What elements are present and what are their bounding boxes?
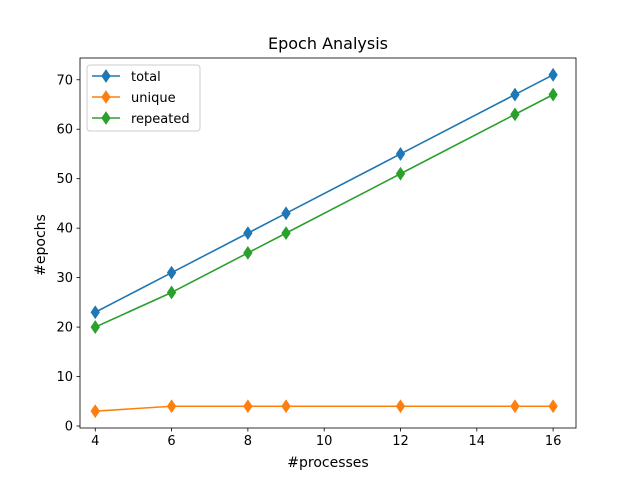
data-point-total	[395, 147, 406, 161]
y-tick-label: 30	[56, 271, 73, 286]
data-point-repeated	[166, 285, 177, 300]
legend-marker-total	[101, 69, 111, 83]
data-point-unique	[166, 399, 177, 414]
data-point-total	[90, 305, 100, 320]
data-point-unique	[281, 399, 291, 414]
plot-area: 4 6 8 10 12 14 16 0 10 20 30 40 50 60 70	[56, 57, 577, 449]
legend-label-total: total	[131, 70, 161, 85]
legend-label-unique: unique	[131, 91, 176, 106]
data-point-repeated	[281, 226, 291, 241]
data-point-total	[166, 265, 177, 280]
y-tick-label: 0	[65, 420, 73, 435]
y-tick-label: 10	[56, 370, 73, 385]
data-point-repeated	[395, 166, 406, 181]
y-tick-label: 50	[56, 172, 73, 187]
y-tick-label: 40	[56, 222, 73, 237]
x-tick-label: 4	[91, 434, 99, 449]
x-axis-label: #processes	[287, 455, 368, 471]
data-point-repeated	[243, 245, 253, 260]
legend: total unique repeated	[86, 64, 201, 132]
data-point-total	[281, 206, 291, 221]
y-tick-label: 70	[56, 73, 73, 88]
y-tick-label: 20	[56, 321, 73, 336]
x-tick-label: 10	[316, 434, 333, 449]
legend-box	[86, 64, 201, 132]
data-point-total	[548, 67, 558, 82]
data-point-repeated	[90, 320, 100, 335]
data-point-repeated	[548, 87, 558, 102]
x-tick-label: 6	[167, 434, 175, 449]
x-tick-label: 14	[469, 434, 486, 449]
data-point-unique	[510, 399, 520, 414]
chart-title: Epoch Analysis	[268, 34, 388, 53]
y-tick-label: 60	[56, 123, 73, 138]
x-tick-label: 16	[545, 434, 562, 449]
data-point-repeated	[510, 107, 520, 122]
data-point-total	[243, 226, 253, 241]
legend-marker-unique	[101, 90, 111, 104]
x-tick-label: 12	[392, 434, 409, 449]
legend-label-repeated: repeated	[131, 112, 190, 127]
x-tick-label: 8	[244, 434, 252, 449]
plot-frame	[79, 57, 577, 429]
y-axis-label: #epochs	[33, 214, 49, 276]
data-point-unique	[243, 399, 253, 414]
data-point-unique	[548, 399, 558, 414]
data-point-total	[510, 87, 520, 102]
data-point-unique	[90, 404, 100, 419]
legend-marker-repeated	[101, 111, 111, 125]
data-point-unique	[395, 399, 406, 414]
